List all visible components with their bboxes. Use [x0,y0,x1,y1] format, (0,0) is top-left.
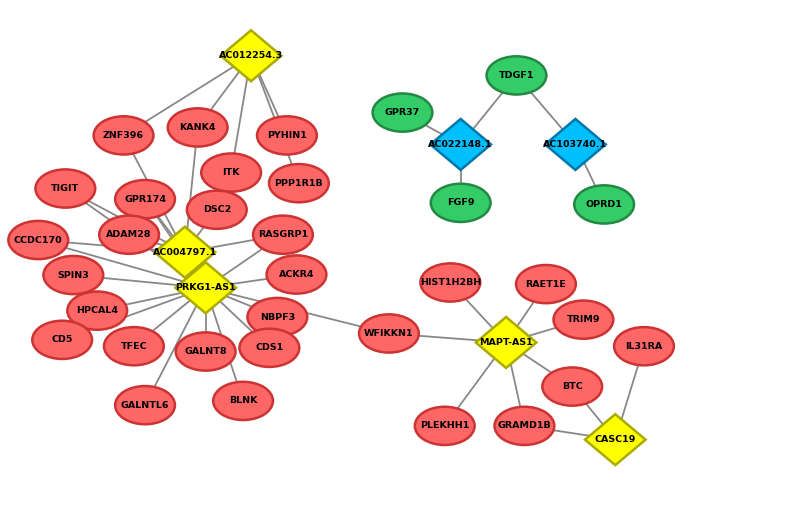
Ellipse shape [35,169,96,208]
Ellipse shape [415,407,475,445]
Text: ITK: ITK [222,168,240,177]
Text: KANK4: KANK4 [179,123,216,132]
Text: HIST1H2BH: HIST1H2BH [420,278,481,287]
Polygon shape [476,317,536,368]
Ellipse shape [420,263,480,302]
Text: DSC2: DSC2 [202,205,231,214]
Text: MAPT-AS1: MAPT-AS1 [479,338,533,347]
Text: AC103740.1: AC103740.1 [544,140,607,149]
Text: BTC: BTC [562,382,583,391]
Text: TIGIT: TIGIT [51,184,80,193]
Text: SPIN3: SPIN3 [57,271,89,279]
Ellipse shape [253,216,312,254]
Ellipse shape [269,164,328,202]
Text: PLEKHH1: PLEKHH1 [420,422,469,430]
Text: TFEC: TFEC [120,342,147,350]
Text: ADAM28: ADAM28 [106,230,152,239]
Ellipse shape [372,93,432,132]
Polygon shape [175,262,236,313]
Ellipse shape [186,191,247,229]
Text: CD5: CD5 [52,336,73,344]
Ellipse shape [99,216,159,254]
Ellipse shape [67,292,127,330]
Ellipse shape [115,180,175,218]
Ellipse shape [266,255,326,294]
Text: RASGRP1: RASGRP1 [258,230,308,239]
Text: AC012254.3: AC012254.3 [219,52,283,60]
Text: AC004797.1: AC004797.1 [153,248,217,256]
Polygon shape [545,119,606,170]
Text: PPP1R1B: PPP1R1B [274,179,324,187]
Ellipse shape [93,116,153,155]
Ellipse shape [614,327,674,365]
Text: PYHIN1: PYHIN1 [267,131,307,140]
Text: ZNF396: ZNF396 [103,131,144,140]
Ellipse shape [247,298,307,336]
Ellipse shape [359,314,419,353]
Ellipse shape [115,386,175,424]
Ellipse shape [201,153,261,192]
Text: IL31RA: IL31RA [626,342,662,350]
Polygon shape [585,414,646,465]
Text: ACKR4: ACKR4 [279,270,314,279]
Ellipse shape [213,382,273,420]
Text: NBPF3: NBPF3 [260,313,295,321]
Ellipse shape [494,407,555,445]
Text: TDGF1: TDGF1 [499,71,534,80]
Text: GPR37: GPR37 [385,108,420,117]
Text: RAET1E: RAET1E [525,280,567,288]
Polygon shape [430,119,491,170]
Text: WFIKKN1: WFIKKN1 [364,329,414,338]
Text: GALNT8: GALNT8 [184,347,227,356]
Text: CASC19: CASC19 [595,435,636,444]
Polygon shape [221,30,281,81]
Text: OPRD1: OPRD1 [586,200,622,209]
Ellipse shape [430,184,490,222]
Polygon shape [155,227,215,278]
Text: BLNK: BLNK [229,397,257,405]
Ellipse shape [240,329,300,367]
Text: GALNTL6: GALNTL6 [121,401,169,409]
Ellipse shape [257,116,316,155]
Ellipse shape [516,265,575,303]
Text: PRKG1-AS1: PRKG1-AS1 [175,284,236,292]
Text: TRIM9: TRIM9 [567,315,600,324]
Ellipse shape [486,56,547,95]
Text: CCDC170: CCDC170 [14,236,63,244]
Ellipse shape [574,185,634,224]
Ellipse shape [32,321,92,359]
Ellipse shape [167,108,228,147]
Text: GPR174: GPR174 [124,195,166,203]
Text: AC022148.1: AC022148.1 [429,140,493,149]
Text: FGF9: FGF9 [447,199,474,207]
Ellipse shape [104,327,164,365]
Text: GRAMD1B: GRAMD1B [497,422,552,430]
Ellipse shape [542,367,603,406]
Text: HPCAL4: HPCAL4 [77,306,118,315]
Ellipse shape [8,221,68,259]
Ellipse shape [43,256,104,294]
Text: CDS1: CDS1 [255,344,284,352]
Ellipse shape [553,301,614,339]
Ellipse shape [175,332,236,371]
